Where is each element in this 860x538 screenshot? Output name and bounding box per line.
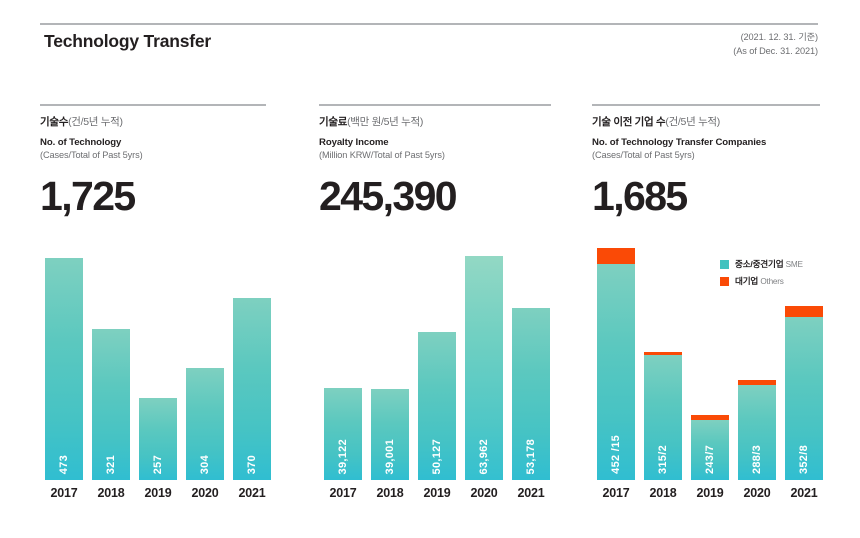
column-divider	[592, 104, 820, 106]
legend-item-others: 대기업 Others	[720, 275, 832, 287]
metric-total-value: 245,390	[319, 173, 458, 219]
bar-segment-primary	[233, 298, 271, 480]
metric-total-value: 1,685	[592, 173, 688, 219]
axis-label-year: 2017	[602, 486, 630, 500]
bar-chart-royalty: 39,122 39,001 50,127 63,962 53,178 2017 2018 2…	[319, 248, 559, 516]
legend-label-sme: 중소/중견기업 SME	[735, 258, 803, 270]
column-divider	[40, 104, 266, 106]
bar-chart-technology: 473 321 257 304 370 2017 2018 2019 2020 2021	[40, 248, 272, 516]
legend-label-sme-kr: 중소/중견기업	[735, 259, 784, 269]
axis-label-year: 2020	[470, 486, 498, 500]
axis-label-year: 2021	[238, 486, 266, 500]
bar-segment-primary	[139, 398, 177, 480]
axis-label-year: 2019	[423, 486, 451, 500]
metric-unit-en: (Cases/Total of Past 5yrs)	[40, 150, 143, 160]
bar-chart-companies: 452 /15 315/2 243/7 288/3 352/8 2017 2018 2019…	[592, 248, 832, 516]
as-of-date-kr: (2021. 12. 31. 기준)	[740, 32, 819, 42]
metric-title-en: No. of Technology Transfer Companies	[592, 137, 767, 148]
metric-title-kr-main: 기술료	[319, 116, 348, 128]
bar-segment-primary	[691, 420, 729, 480]
axis-label-year: 2017	[329, 486, 357, 500]
bar-segment-primary	[45, 258, 83, 480]
legend-swatch-others-icon	[720, 276, 729, 286]
bar-segment-others	[738, 380, 776, 385]
bar-segment-primary	[186, 368, 224, 480]
metric-unit-en: (Cases/Total of Past 5yrs)	[592, 150, 695, 160]
bar-segment-others	[691, 415, 729, 420]
chart-plot-area: 39,122 39,001 50,127 63,962 53,178	[319, 248, 559, 480]
bar-segment-primary	[597, 264, 635, 480]
metric-unit-kr: (백만 원/5년 누적)	[347, 116, 424, 128]
metric-total-value: 1,725	[40, 173, 136, 219]
chart-x-axis: 2017 2018 2019 2020 2021	[592, 486, 832, 506]
axis-label-year: 2020	[191, 486, 219, 500]
bar-segment-others	[597, 248, 635, 264]
metric-unit-kr: (건/5년 누적)	[68, 116, 123, 128]
bar-segment-primary	[92, 329, 130, 480]
bar-segment-primary	[371, 389, 409, 480]
legend-label-sme-en: SME	[785, 260, 803, 269]
as-of-date-en: (As of Dec. 31. 2021)	[733, 46, 818, 56]
metric-title-kr-main: 기술수	[40, 116, 69, 128]
chart-x-axis: 2017 2018 2019 2020 2021	[40, 486, 272, 506]
metric-title-kr: 기술수(건/5년 누적)	[40, 114, 266, 129]
bar-segment-primary	[324, 388, 362, 480]
axis-label-year: 2021	[790, 486, 818, 500]
chart-legend: 중소/중견기업 SME 대기업 Others	[720, 258, 832, 292]
header-divider	[40, 23, 818, 25]
metric-unit-kr: (건/5년 누적)	[665, 116, 720, 128]
chart-x-axis: 2017 2018 2019 2020 2021	[319, 486, 559, 506]
axis-label-year: 2019	[144, 486, 172, 500]
axis-label-year: 2018	[376, 486, 404, 500]
legend-label-others-kr: 대기업	[735, 276, 759, 286]
legend-swatch-sme-icon	[720, 259, 729, 269]
metric-unit-en: (Million KRW/Total of Past 5yrs)	[319, 150, 445, 160]
bar-segment-primary	[644, 355, 682, 480]
metric-title-kr: 기술료(백만 원/5년 누적)	[319, 114, 551, 129]
page-title: Technology Transfer	[44, 31, 212, 51]
axis-label-year: 2021	[517, 486, 545, 500]
column-divider	[319, 104, 551, 106]
metric-column-companies: 기술 이전 기업 수(건/5년 누적) No. of Technology Tr…	[592, 104, 820, 218]
bar-segment-primary	[465, 256, 503, 480]
bar-segment-primary	[785, 317, 823, 480]
metric-column-royalty: 기술료(백만 원/5년 누적) Royalty Income (Million …	[319, 104, 551, 218]
metric-title-kr: 기술 이전 기업 수(건/5년 누적)	[592, 114, 820, 129]
legend-label-others-en: Others	[760, 277, 784, 286]
bar-segment-others	[644, 352, 682, 355]
metric-column-technology: 기술수(건/5년 누적) No. of Technology (Cases/To…	[40, 104, 266, 218]
metric-title-kr-main: 기술 이전 기업 수	[592, 116, 666, 128]
axis-label-year: 2019	[696, 486, 724, 500]
legend-label-others: 대기업 Others	[735, 275, 784, 287]
bar-segment-primary	[738, 385, 776, 480]
bar-segment-primary	[512, 308, 550, 480]
legend-item-sme: 중소/중견기업 SME	[720, 258, 832, 270]
as-of-date: (2021. 12. 31. 기준) (As of Dec. 31. 2021)	[733, 30, 818, 58]
axis-label-year: 2018	[649, 486, 677, 500]
bar-segment-primary	[418, 332, 456, 480]
metric-title-en: No. of Technology	[40, 137, 122, 148]
chart-plot-area: 452 /15 315/2 243/7 288/3 352/8	[592, 248, 832, 480]
axis-label-year: 2018	[97, 486, 125, 500]
bar-segment-others	[785, 306, 823, 317]
axis-label-year: 2020	[743, 486, 771, 500]
axis-label-year: 2017	[50, 486, 78, 500]
chart-plot-area: 473 321 257 304 370	[40, 248, 272, 480]
metric-title-en: Royalty Income	[319, 137, 389, 148]
